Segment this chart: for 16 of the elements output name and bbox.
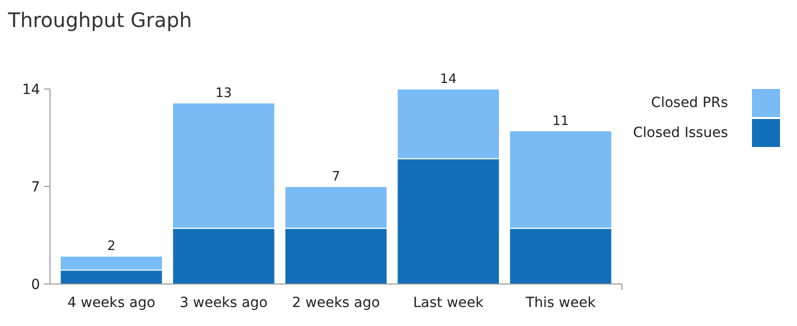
y-tick-label: 7 bbox=[31, 180, 40, 196]
y-tick-label: 0 bbox=[31, 277, 40, 293]
total-label: 13 bbox=[215, 86, 232, 101]
chart-title: Throughput Graph bbox=[7, 8, 192, 32]
total-label: 14 bbox=[440, 72, 457, 87]
x-tick-label: 3 weeks ago bbox=[180, 295, 268, 311]
x-tick-label: 4 weeks ago bbox=[67, 295, 156, 311]
total-label: 11 bbox=[552, 114, 569, 129]
total-label: 7 bbox=[332, 170, 340, 184]
x-tick-label: 2 weeks ago bbox=[292, 295, 380, 311]
y-tick-label: 14 bbox=[22, 82, 40, 98]
legend-label: Closed PRs bbox=[651, 95, 728, 111]
total-label: 2 bbox=[107, 239, 116, 254]
legend-label: Closed Issues bbox=[633, 125, 728, 141]
x-tick-label: This week bbox=[524, 295, 596, 311]
x-tick-label: Last week bbox=[413, 295, 484, 311]
